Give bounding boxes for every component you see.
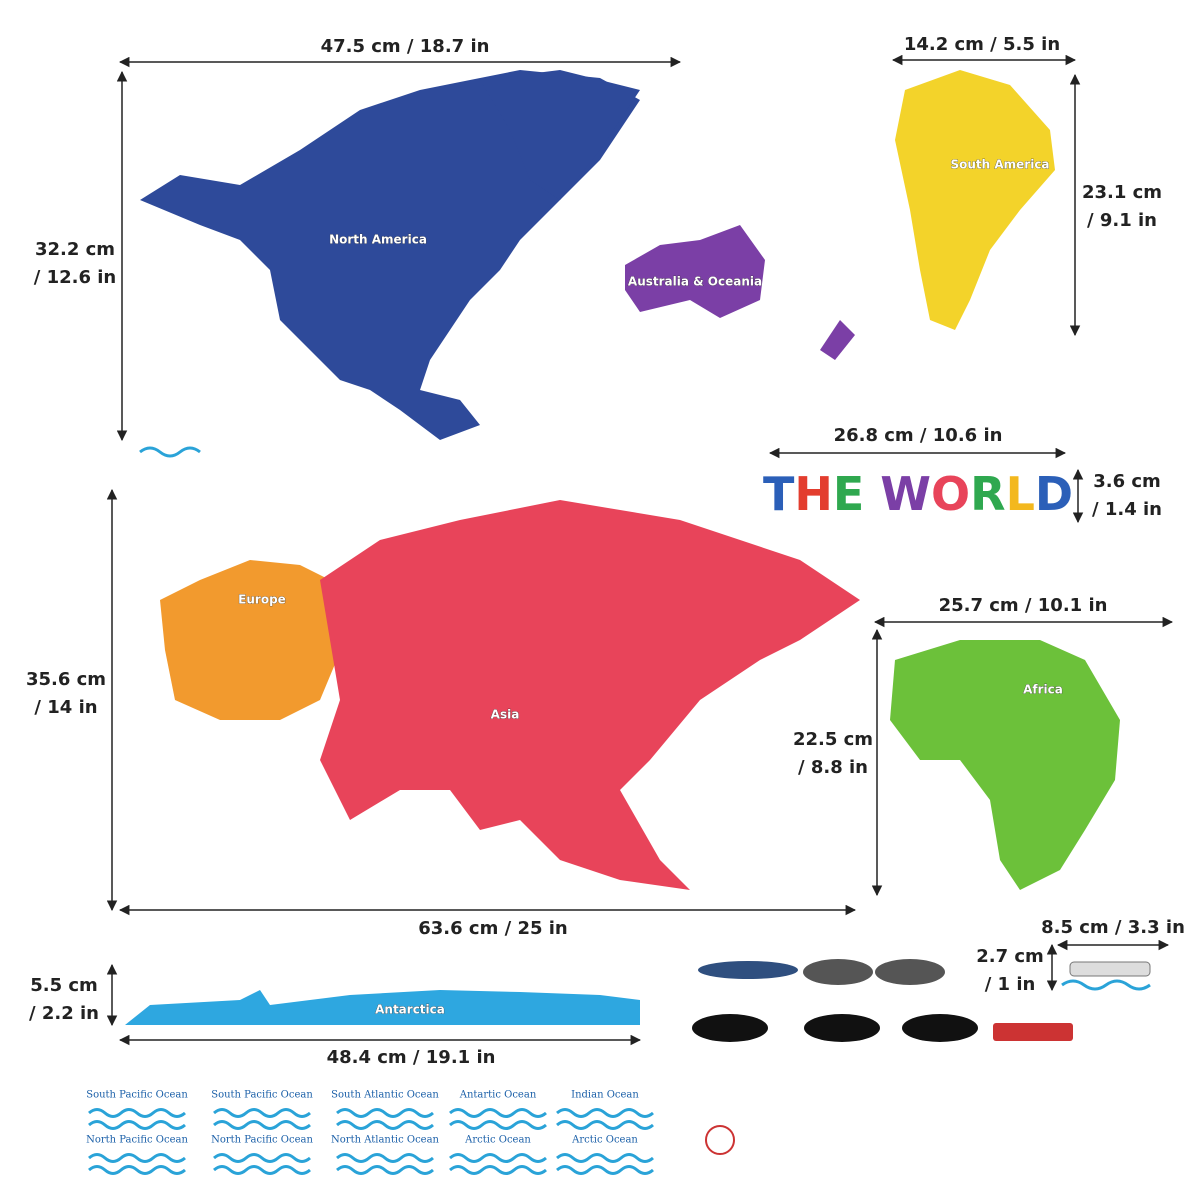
wave [88,1153,186,1175]
dimension-label: 5.5 cm [30,975,98,996]
continent-label: Antarctica [375,1003,445,1017]
continent-label: North America [329,233,427,247]
north-america-map [140,70,640,440]
ocean-label: Indian Ocean [571,1090,639,1101]
dimension-label: 32.2 cm [35,239,115,260]
wave [336,1108,434,1130]
continent-label: South America [950,158,1049,172]
dimension-label: / 1.4 in [1092,499,1162,520]
wave [1061,979,1151,991]
dimension-label: / 9.1 in [1087,210,1157,231]
orca-sticker [804,1014,880,1042]
dimension-label: 22.5 cm [793,729,873,750]
wave [336,1153,434,1175]
wave [556,1153,654,1175]
dimension-label: / 1 in [985,974,1036,995]
ocean-label: South Pacific Ocean [211,1090,313,1101]
whale-sticker [698,961,798,979]
ship-sticker [1069,961,1151,977]
dimension-label: 48.4 cm / 19.1 in [327,1047,496,1068]
dimension-label: / 12.6 in [34,267,117,288]
wave [449,1153,547,1175]
dimension-label: / 14 in [34,697,97,718]
compass-sticker [705,1125,735,1155]
greenland-map [480,70,640,200]
dimension-label: 14.2 cm / 5.5 in [904,34,1060,55]
continent-label: Asia [491,708,520,722]
wave [213,1153,311,1175]
whale-sticker [803,959,873,985]
ocean-label: Antartic Ocean [459,1090,537,1101]
ocean-label: North Pacific Ocean [86,1135,188,1146]
south-america-map [895,70,1055,330]
dimension-label: 2.7 cm [976,946,1044,967]
whale-sticker [875,959,945,985]
orca-sticker [902,1014,978,1042]
ocean-label: South Pacific Ocean [86,1090,188,1101]
ocean-label: North Atlantic Ocean [331,1135,440,1146]
dimension-label: 63.6 cm / 25 in [418,918,568,939]
wave [449,1108,547,1130]
dimension-label: 26.8 cm / 10.6 in [834,425,1003,446]
ocean-label: North Pacific Ocean [211,1135,313,1146]
ocean-label: Arctic Ocean [464,1135,531,1146]
dimension-label: 25.7 cm / 10.1 in [939,595,1108,616]
wave [556,1108,654,1130]
dimension-label: 47.5 cm / 18.7 in [321,36,490,57]
continent-label: Australia & Oceania [628,275,762,289]
ship-sticker [993,1023,1073,1041]
dimension-label: / 2.2 in [29,1003,99,1024]
dimension-label: 35.6 cm [26,669,106,690]
europe-map [160,560,345,720]
wave [213,1108,311,1130]
ocean-label: South Atlantic Ocean [331,1090,439,1101]
wave [88,1108,186,1130]
dimension-label: 23.1 cm [1082,182,1162,203]
orca-sticker [692,1014,768,1042]
dimension-label: 8.5 cm / 3.3 in [1041,917,1185,938]
antarctica-map [125,990,640,1025]
africa-map [890,640,1120,890]
new-zealand-map [820,320,855,360]
dimension-label: 3.6 cm [1093,471,1161,492]
continent-label: Africa [1023,683,1063,697]
australia-map [625,225,765,318]
ocean-label: Arctic Ocean [571,1135,638,1146]
sticker-title: THE WORLD [763,467,1073,521]
wave [139,446,201,458]
dimension-label: / 8.8 in [798,757,868,778]
asia-map [320,500,860,890]
continent-label: Europe [238,593,286,607]
